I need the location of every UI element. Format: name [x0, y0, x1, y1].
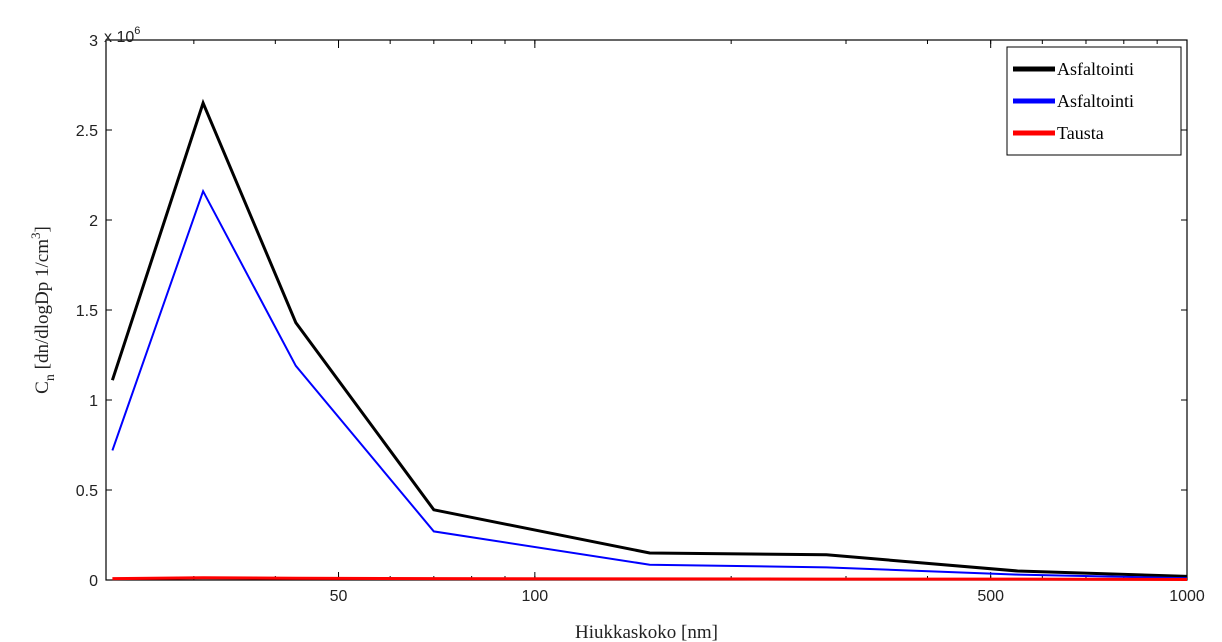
x-tick-label: 100: [521, 588, 548, 605]
series-line-1: [110, 98, 1188, 578]
x-axis-ticks: 50 100 500 1000: [193, 40, 1205, 605]
y-tick-label: 2: [89, 213, 98, 230]
x-tick-label: 1000: [1169, 588, 1205, 605]
legend-label: Tausta: [1057, 123, 1104, 143]
y-tick-label: 2.5: [76, 123, 98, 140]
series-line-2: [111, 188, 1188, 580]
y-axis-label-main: C: [32, 381, 53, 394]
y-tick-label: 1.5: [76, 303, 98, 320]
y-multiplier-base: x 10: [104, 29, 134, 46]
legend-label: Asfaltointi: [1057, 91, 1134, 111]
y-tick-label: 1: [89, 393, 98, 410]
y-axis-label-sub: n: [43, 374, 58, 381]
y-axis-label-rest: [dn/dlogDp 1/cm: [32, 239, 53, 370]
x-tick-label: 500: [977, 588, 1004, 605]
y-tick-label: 0.5: [76, 483, 98, 500]
x-tick-label: 50: [330, 588, 348, 605]
y-axis-label-close: ]: [32, 226, 53, 232]
y-tick-label: 3: [89, 33, 98, 50]
y-axis-label: Cn [dn/dlogDp 1/cm3]: [28, 226, 58, 394]
legend: Asfaltointi Asfaltointi Tausta: [1006, 46, 1182, 156]
legend-label: Asfaltointi: [1057, 59, 1134, 79]
y-axis-label-sup: 3: [28, 233, 43, 240]
y-multiplier-exponent: 6: [134, 25, 140, 37]
series-line-3: [112, 576, 1188, 581]
y-multiplier: x 106: [104, 25, 140, 46]
y-axis-ticks: 0 0.5 1 1.5 2 2.5 3: [76, 33, 1187, 590]
series-lines: [110, 98, 1188, 581]
y-tick-label: 0: [89, 573, 98, 590]
x-axis-label: Hiukkaskoko [nm]: [575, 622, 718, 642]
